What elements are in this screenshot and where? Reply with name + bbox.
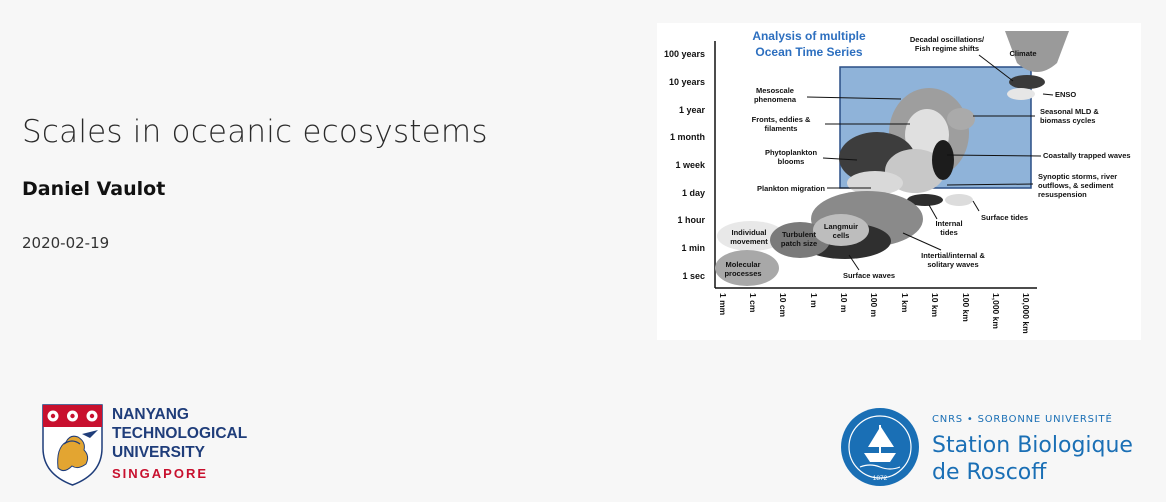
surface-tides-blob (945, 194, 973, 206)
y-tick-label: 1 week (675, 160, 706, 170)
label-fronts: Fronts, eddies & (752, 115, 811, 124)
label-internal-tides: tides (940, 228, 958, 237)
label-turbulent: patch size (781, 239, 817, 248)
x-tick-label: 1 m (809, 293, 819, 308)
seasonal-blob (947, 108, 975, 130)
label-decadal: Fish regime shifts (915, 44, 979, 53)
label-synoptic: outflows, & sediment (1038, 181, 1114, 190)
sbr-affiliation: CNRS • SORBONNE UNIVERSITÉ (932, 412, 1113, 425)
x-tick-label: 100 m (869, 293, 879, 318)
x-tick-label: 10 km (930, 293, 940, 318)
label-synoptic: resuspension (1038, 190, 1087, 199)
label-langmuir: Langmuir (824, 222, 858, 231)
y-tick-label: 1 day (682, 188, 705, 198)
label-plankton-migration: Plankton migration (757, 184, 825, 193)
migration-blob (847, 171, 903, 195)
internal-tides-blob (907, 194, 943, 206)
x-tick-label: 1 km (900, 293, 910, 313)
langmuir-blob (813, 214, 869, 246)
individual-blob (717, 221, 785, 251)
climate-blob (1005, 31, 1069, 72)
label-individual: movement (730, 237, 768, 246)
figure-heading-line1: Analysis of multiple (752, 29, 866, 43)
molecular-blob (715, 250, 779, 286)
y-tick-label: 100 years (664, 49, 705, 59)
ship-seal-icon: 1872 (841, 408, 919, 486)
sbr-emblem-and-wordmark: 1872 CNRS • SORBONNE UNIVERSITÉ Station … (841, 408, 1133, 486)
label-coastal: Coastally trapped waves (1043, 151, 1131, 160)
label-enso: ENSO (1055, 90, 1076, 99)
label-decadal: Decadal oscillations/ (910, 35, 985, 44)
label-turbulent: Turbulent (782, 230, 817, 239)
ntu-name-line2: TECHNOLOGICAL (112, 425, 247, 442)
x-tick-label: 10 m (839, 293, 849, 313)
label-langmuir: cells (833, 231, 850, 240)
author-name: Daniel Vaulot (22, 178, 166, 200)
ntu-crest-and-wordmark: NANYANG TECHNOLOGICAL UNIVERSITY SINGAPO… (42, 404, 247, 486)
ntu-crest-icon (42, 404, 103, 486)
y-tick-label: 1 hour (677, 215, 705, 225)
ntu-name-line3: UNIVERSITY (112, 444, 206, 461)
coastal-blob (932, 140, 954, 180)
label-surface-tides: Surface tides (981, 213, 1028, 222)
sbr-logo: 1872 CNRS • SORBONNE UNIVERSITÉ Station … (840, 407, 1150, 489)
x-tick-label: 1 cm (748, 293, 758, 313)
enso-blob (1007, 88, 1035, 100)
y-tick-label: 1 month (670, 132, 705, 142)
label-seasonal: biomass cycles (1040, 116, 1095, 125)
sbr-name-line1: Station Biologique (932, 433, 1133, 458)
sbr-founding-year: 1872 (873, 475, 888, 482)
label-phyto: blooms (778, 157, 805, 166)
x-tick-label: 10,000 km (1021, 293, 1031, 334)
slide-date: 2020-02-19 (22, 234, 110, 252)
slide-title: Scales in oceanic ecosystems (22, 114, 488, 150)
decadal-blob (1009, 75, 1045, 89)
label-phyto: Phytoplankton (765, 148, 818, 157)
label-seasonal: Seasonal MLD & (1040, 107, 1099, 116)
leader-lines (806, 54, 1054, 271)
label-climate: Climate (1009, 49, 1036, 58)
label-inertial: Intertial/internal & (921, 251, 985, 260)
ntu-name-line4: SINGAPORE (112, 466, 208, 481)
x-tick-label: 1 mm (718, 293, 728, 316)
label-fronts: filaments (765, 124, 798, 133)
y-tick-label: 1 min (681, 243, 705, 253)
label-molecular: Molecular (725, 260, 760, 269)
label-inertial: solitary waves (927, 260, 978, 269)
label-mesoscale: Mesoscale (756, 86, 794, 95)
y-tick-label: 1 sec (682, 271, 705, 281)
x-tick-label: 1,000 km (991, 293, 1001, 329)
label-synoptic: Synoptic storms, river (1038, 172, 1117, 181)
ntu-name-line1: NANYANG (112, 406, 189, 423)
label-molecular: processes (724, 269, 761, 278)
ocean-scales-figure: Analysis of multiple Ocean Time Series 1… (657, 23, 1141, 340)
ntu-logo: NANYANG TECHNOLOGICAL UNIVERSITY SINGAPO… (42, 404, 282, 486)
label-internal-tides: Internal (935, 219, 962, 228)
label-surface-waves: Surface waves (843, 271, 895, 280)
x-tick-label: 100 km (961, 293, 971, 322)
label-mesoscale: phenomena (754, 95, 797, 104)
ocean-scales-diagram: Analysis of multiple Ocean Time Series 1… (664, 29, 1131, 334)
x-tick-label: 10 cm (778, 293, 788, 318)
label-individual: Individual (731, 228, 766, 237)
y-tick-label: 1 year (679, 105, 706, 115)
figure-heading-line2: Ocean Time Series (755, 45, 863, 59)
y-tick-label: 10 years (669, 77, 705, 87)
sbr-name-line2: de Roscoff (932, 460, 1047, 485)
